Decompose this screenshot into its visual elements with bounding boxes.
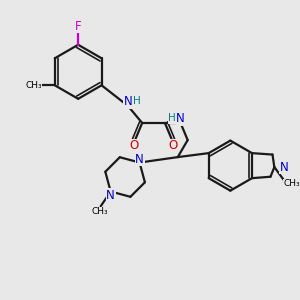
Text: F: F xyxy=(75,20,82,33)
Text: CH₃: CH₃ xyxy=(92,208,108,217)
Text: N: N xyxy=(176,112,185,125)
Text: O: O xyxy=(129,139,138,152)
Text: CH₃: CH₃ xyxy=(284,179,300,188)
Text: H: H xyxy=(133,96,141,106)
Text: N: N xyxy=(106,189,115,202)
Text: O: O xyxy=(169,139,178,152)
Text: N: N xyxy=(124,95,132,108)
Text: H: H xyxy=(168,113,176,123)
Text: CH₃: CH₃ xyxy=(25,81,42,90)
Text: N: N xyxy=(135,153,144,166)
Text: N: N xyxy=(280,160,288,174)
